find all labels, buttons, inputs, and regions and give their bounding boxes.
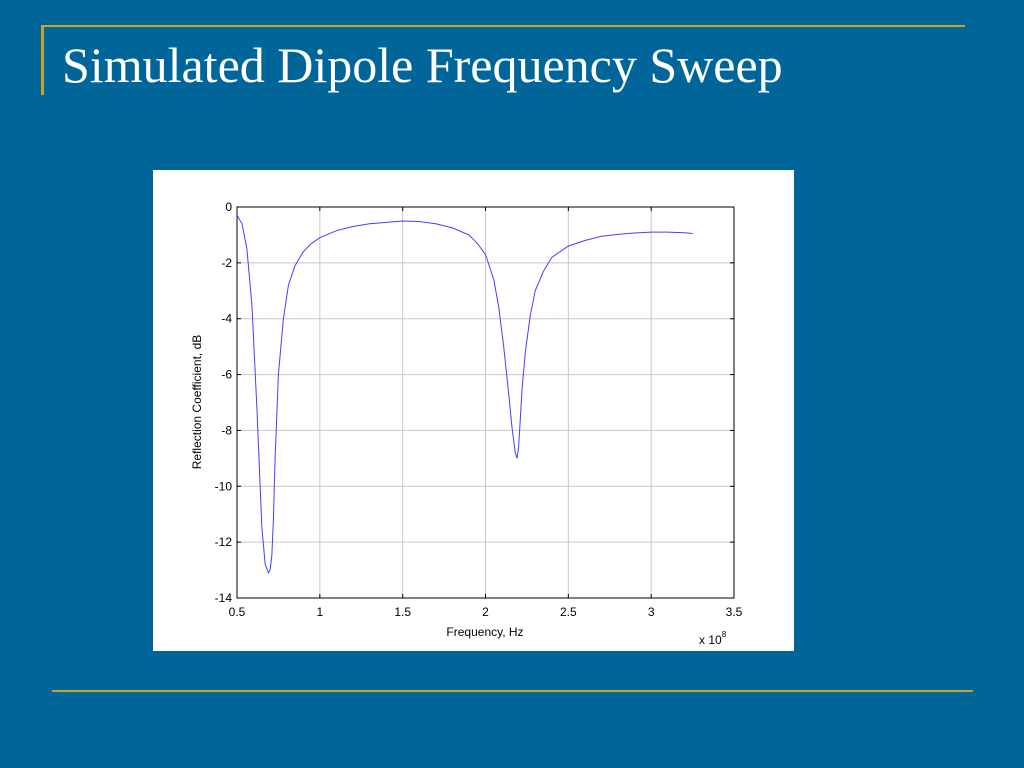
bottom-accent-line [52, 690, 973, 692]
x-tick-labels: 0.5 1 1.5 2 2.5 3 3.5 [229, 605, 743, 619]
grid-lines [237, 207, 734, 598]
plot-frame [236, 206, 735, 599]
x-tick-label: 0.5 [229, 605, 246, 619]
y-tick-labels: 0 -2 -4 -6 -8 -10 -12 -14 [215, 200, 233, 605]
x-tick-label: 1.5 [394, 605, 411, 619]
series-line [236, 215, 693, 575]
y-tick-label: -8 [221, 423, 232, 437]
left-accent-bar [41, 25, 44, 95]
reflection-chart: 0.5 1 1.5 2 2.5 3 3.5 0 -2 -4 -6 -8 -10 -12 -14 Frequ… [190, 200, 743, 647]
y-tick-label: -12 [215, 535, 233, 549]
y-axis-label: Reflection Coefficient, dB [190, 335, 204, 470]
y-tick-label: -2 [221, 256, 232, 270]
x-axis-exponent: x 108 [699, 630, 727, 647]
y-tick-label: 0 [225, 200, 232, 214]
y-tick-label: -14 [215, 591, 233, 605]
y-tick-label: -4 [221, 312, 232, 326]
x-tick-label: 1 [316, 605, 323, 619]
x-tick-label: 3.5 [726, 605, 743, 619]
x-tick-label: 2.5 [560, 605, 577, 619]
x-tick-label: 2 [482, 605, 489, 619]
x-exponent-power: 8 [722, 630, 727, 639]
chart-panel: 0.5 1 1.5 2 2.5 3 3.5 0 -2 -4 -6 -8 -10 -12 -14 Frequ… [153, 170, 794, 651]
y-tick-label: -10 [215, 479, 233, 493]
y-tick-label: -6 [221, 368, 232, 382]
x-exponent-base: x 10 [699, 633, 722, 647]
x-axis-label: Frequency, Hz [446, 625, 523, 639]
slide-title: Simulated Dipole Frequency Sweep [62, 37, 783, 93]
x-tick-label: 3 [648, 605, 655, 619]
top-accent-line [41, 25, 965, 27]
